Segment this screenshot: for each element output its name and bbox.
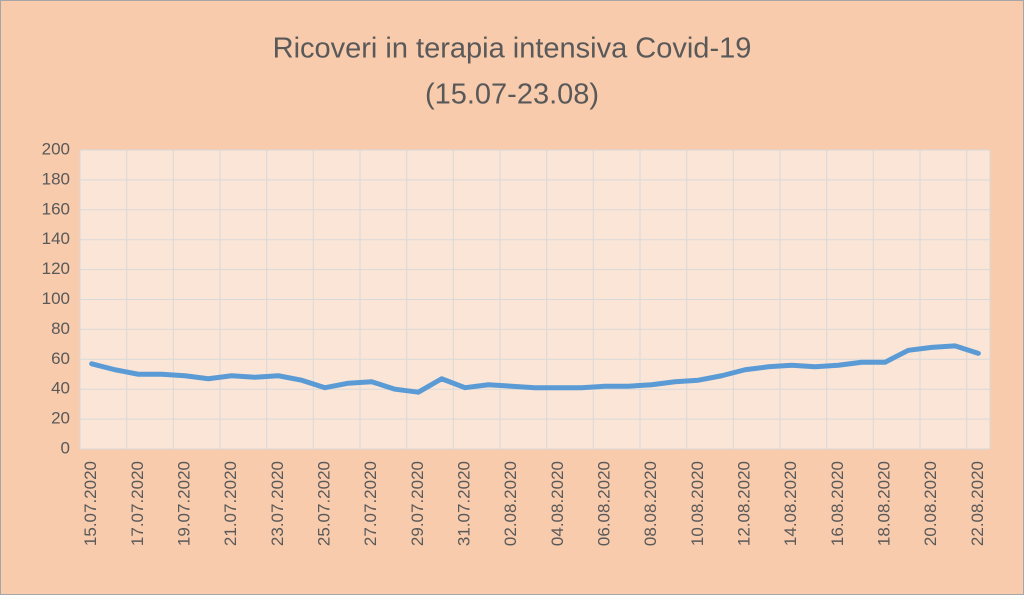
x-tick-label: 02.08.2020: [501, 461, 520, 546]
x-tick-label: 22.08.2020: [968, 461, 987, 546]
x-tick-label: 27.07.2020: [361, 461, 380, 546]
y-tick-label: 120: [42, 259, 70, 278]
chart-subtitle: (15.07-23.08): [425, 79, 599, 111]
x-tick-label: 19.07.2020: [174, 461, 193, 546]
x-tick-label: 18.08.2020: [874, 461, 893, 546]
x-tick-label: 06.08.2020: [594, 461, 613, 546]
x-tick-label: 25.07.2020: [314, 461, 333, 546]
x-tick-label: 10.08.2020: [688, 461, 707, 546]
x-tick-label: 21.07.2020: [221, 461, 240, 546]
chart-title: Ricoveri in terapia intensiva Covid-19: [273, 33, 752, 65]
x-tick-label: 04.08.2020: [548, 461, 567, 546]
x-tick-label: 12.08.2020: [734, 461, 753, 546]
y-tick-label: 20: [51, 409, 70, 428]
x-tick-label: 15.07.2020: [81, 461, 100, 546]
y-tick-label: 80: [51, 319, 70, 338]
x-tick-label: 16.08.2020: [828, 461, 847, 546]
x-tick-label: 08.08.2020: [641, 461, 660, 546]
y-tick-label: 180: [42, 169, 70, 188]
x-tick-label: 29.07.2020: [408, 461, 427, 546]
x-tick-label: 31.07.2020: [454, 461, 473, 546]
data-line: [89, 343, 981, 395]
x-tick-label: 14.08.2020: [781, 461, 800, 546]
y-tick-label: 0: [61, 438, 70, 457]
y-tick-label: 100: [42, 289, 70, 308]
x-tick-label: 23.07.2020: [268, 461, 287, 546]
x-tick-label: 17.07.2020: [128, 461, 147, 546]
y-tick-label: 60: [51, 349, 70, 368]
y-tick-label: 200: [42, 139, 70, 158]
y-tick-label: 40: [51, 379, 70, 398]
x-tick-label: 20.08.2020: [921, 461, 940, 546]
y-tick-label: 160: [42, 199, 70, 218]
y-tick-label: 140: [42, 229, 70, 248]
